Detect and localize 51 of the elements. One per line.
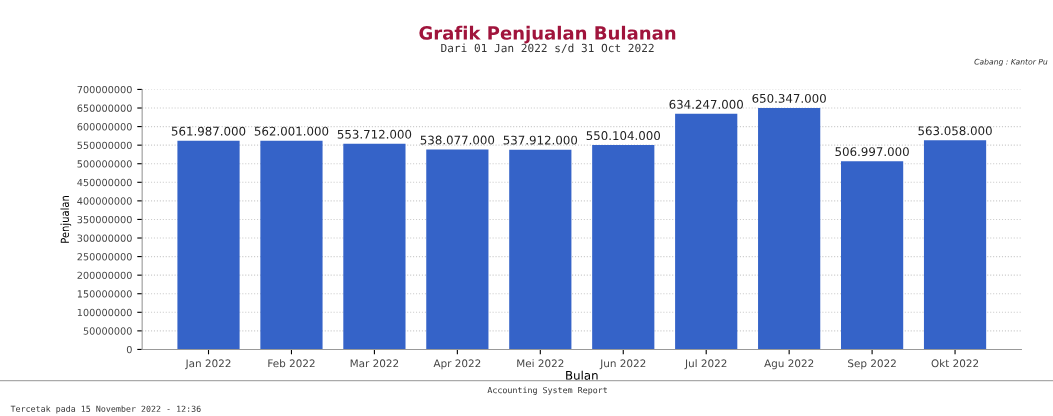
bar bbox=[426, 149, 489, 350]
y-tick-label: 200000000 bbox=[77, 271, 132, 279]
text: Accounting System Report bbox=[487, 386, 607, 395]
y-axis-title: Penjualan bbox=[60, 195, 72, 243]
x-axis-title: Bulan bbox=[566, 370, 598, 380]
bar bbox=[177, 140, 240, 350]
x-tick-label: Mei 2022 bbox=[517, 359, 564, 368]
bar bbox=[343, 143, 406, 350]
y-tick-label: 0 bbox=[126, 345, 132, 354]
x-tick-label: Feb 2022 bbox=[268, 359, 315, 368]
data-label: 506.997.000 bbox=[835, 147, 909, 157]
data-label: 634.247.000 bbox=[669, 99, 743, 109]
y-tick-label: 450000000 bbox=[77, 178, 132, 187]
data-label: 650.347.000 bbox=[752, 93, 826, 103]
bar bbox=[675, 113, 738, 350]
data-label: 561.987.000 bbox=[171, 126, 246, 136]
x-tick-label: Sep 2022 bbox=[848, 359, 896, 370]
y-tick-label: 400000000 bbox=[77, 197, 132, 205]
chart-title: Grafik Penjualan Bulanan bbox=[419, 25, 676, 44]
data-label: 553.712.000 bbox=[337, 129, 412, 139]
bar bbox=[758, 107, 821, 350]
y-tick-label: 250000000 bbox=[77, 253, 132, 261]
bar bbox=[260, 140, 323, 350]
y-tick-label: 700000000 bbox=[77, 85, 132, 94]
data-label: 563.058.000 bbox=[918, 126, 992, 136]
x-tick-label: Jun 2022 bbox=[599, 359, 646, 370]
x-tick-label: Jul 2022 bbox=[684, 359, 727, 370]
chart-subtitle: Dari 01 Jan 2022 s/d 31 Oct 2022 bbox=[441, 43, 654, 54]
x-tick-label: Agu 2022 bbox=[764, 359, 814, 370]
data-label: 537.912.000 bbox=[503, 135, 578, 145]
y-tick-label: 50000000 bbox=[83, 327, 132, 335]
data-label: 562.001.000 bbox=[254, 126, 329, 136]
y-tick-label: 150000000 bbox=[77, 290, 132, 298]
y-tick-label: 650000000 bbox=[77, 104, 132, 112]
y-tick-label: 100000000 bbox=[77, 308, 132, 317]
data-label: 550.104.000 bbox=[586, 131, 661, 141]
x-tick-label: Apr 2022 bbox=[433, 359, 481, 370]
text: Tercetak pada 15 November 2022 - 12:36 bbox=[10, 405, 201, 414]
data-label: 538.077.000 bbox=[420, 135, 495, 145]
x-tick-label: Jan 2022 bbox=[185, 359, 231, 370]
bar bbox=[592, 145, 655, 350]
y-tick-label: 500000000 bbox=[77, 160, 132, 168]
x-tick-label: Mar 2022 bbox=[350, 359, 399, 368]
y-tick-label: 300000000 bbox=[77, 234, 132, 242]
bar bbox=[509, 149, 572, 350]
bar bbox=[923, 140, 987, 350]
y-tick-label: 550000000 bbox=[77, 141, 132, 149]
bar bbox=[841, 161, 904, 350]
y-tick-label: 350000000 bbox=[77, 215, 132, 224]
y-tick-label: 600000000 bbox=[77, 123, 132, 131]
x-tick-label: Okt 2022 bbox=[931, 359, 979, 368]
